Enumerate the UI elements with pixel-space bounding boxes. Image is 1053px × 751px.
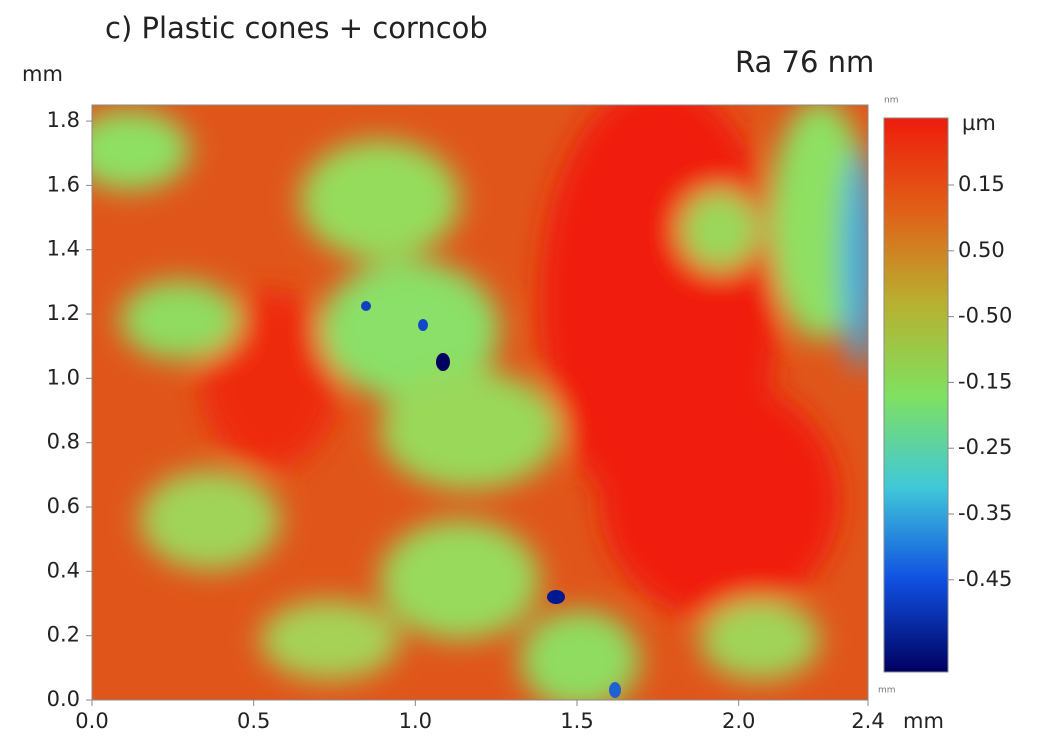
plot-frame [91, 104, 869, 701]
colorbar-top-unit: nm [884, 96, 898, 106]
y-tick-label: 0.2 [47, 623, 80, 647]
x-tick-label: 1.5 [560, 709, 593, 733]
colorbar-label: -0.15 [958, 369, 1012, 393]
y-tick-label: 1.4 [47, 237, 80, 261]
colorbar [883, 117, 949, 673]
colorbar-label: -0.45 [958, 567, 1012, 591]
y-tick-label: 1.0 [47, 365, 80, 389]
colorbar-label: -0.25 [958, 435, 1012, 459]
y-tick-label: 1.2 [47, 301, 80, 325]
x-tick-label: 0.0 [75, 709, 108, 733]
x-tick-label: 0.5 [237, 709, 270, 733]
y-unit: mm [22, 62, 63, 86]
y-tick-label: 0.4 [47, 558, 80, 582]
y-tick-label: 0.6 [47, 494, 80, 518]
x-tick-label: 2.4 [851, 709, 884, 733]
x-unit: mm [903, 709, 944, 733]
annotation: Ra 76 nm [735, 45, 874, 79]
colorbar-label: 0.15 [958, 172, 1005, 196]
colorbar-unit: µm [962, 111, 996, 135]
y-tick-label: 0.0 [47, 687, 80, 711]
y-tick-label: 1.8 [47, 108, 80, 132]
colorbar-label: -0.50 [958, 304, 1012, 328]
x-tick-label: 1.0 [399, 709, 432, 733]
y-tick-label: 0.8 [47, 430, 80, 454]
x-tick-label: 2.0 [722, 709, 755, 733]
heatmap [92, 105, 868, 700]
colorbar-bottom-unit: mm [878, 686, 896, 696]
colorbar-label: -0.35 [958, 501, 1012, 525]
colorbar-label: 0.50 [958, 238, 1005, 262]
y-tick-label: 1.6 [47, 172, 80, 196]
chart-title: c) Plastic cones + corncob [105, 11, 488, 45]
